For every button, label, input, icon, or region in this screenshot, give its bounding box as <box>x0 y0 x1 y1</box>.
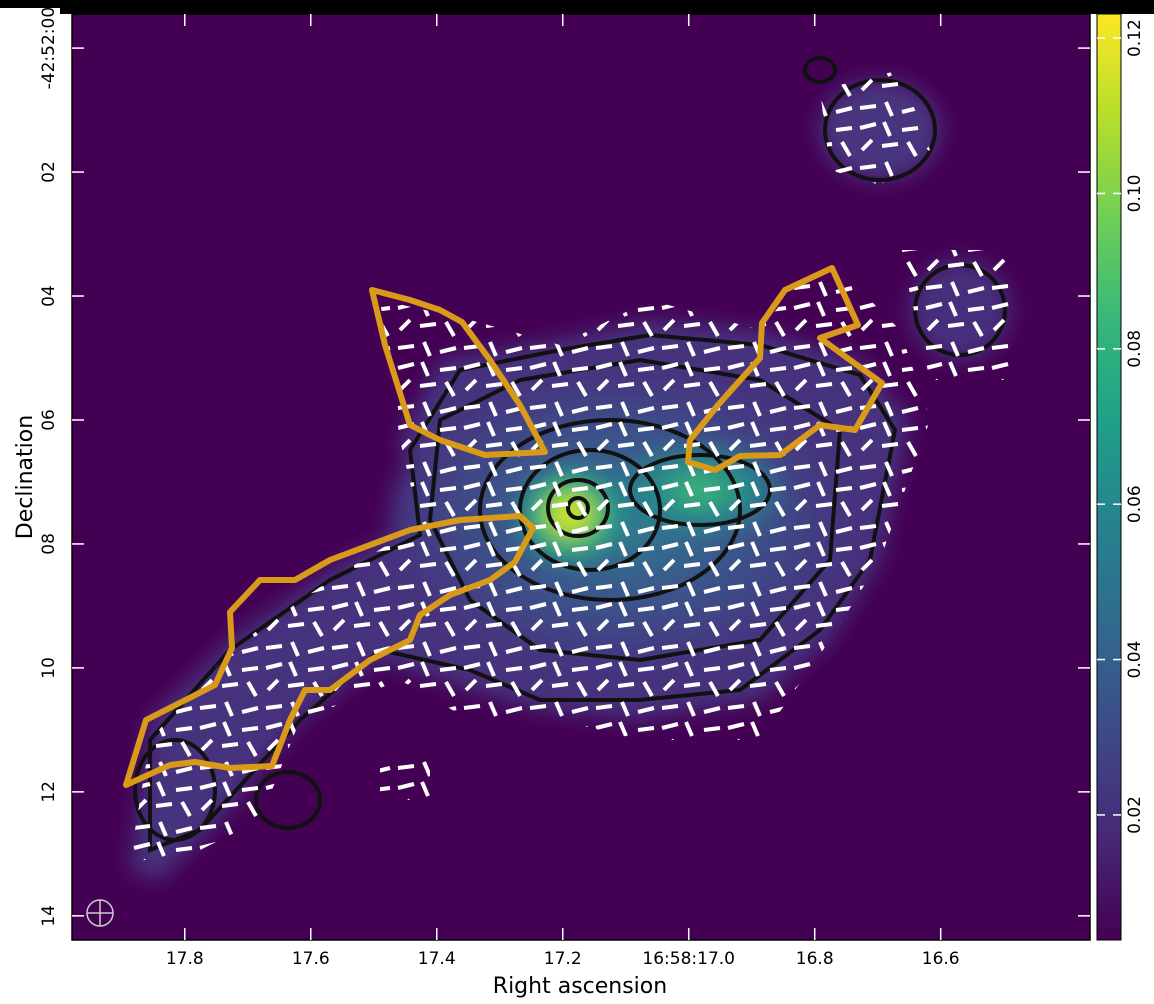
regions <box>123 265 885 788</box>
plot-frame <box>71 13 1091 941</box>
x-tick-label: 17.8 <box>166 949 204 969</box>
x-axis-label: Right ascension <box>493 974 667 999</box>
x-tick-label: 16.6 <box>922 949 960 969</box>
colorbar-tick-label: 0.08 <box>1125 330 1145 368</box>
y-tick-label: 10 <box>39 657 59 679</box>
colorbar-tick-label: 0.06 <box>1125 485 1145 523</box>
beam <box>86 899 114 927</box>
y-axis-label: Declination <box>13 415 38 539</box>
y-tick-label: 12 <box>39 781 59 803</box>
y-tick-label: 06 <box>39 409 59 431</box>
x-tick-label: 16.8 <box>796 949 834 969</box>
y-tick-label: 08 <box>39 533 59 555</box>
x-tick-label: 16:58:17.0 <box>642 949 735 969</box>
colorbar-tick-label: 0.10 <box>1125 175 1145 213</box>
x-tick-label: 17.2 <box>544 949 582 969</box>
x-tick-label: 17.6 <box>292 949 330 969</box>
colorbar-tick-label: 0.02 <box>1125 796 1145 834</box>
y-tick-label: -42:52:00 <box>39 7 59 90</box>
colorbar-tick-label: 0.04 <box>1125 641 1145 679</box>
x-tick-label: 17.4 <box>418 949 456 969</box>
y-tick-label: 14 <box>39 905 59 927</box>
y-tick-label: 02 <box>39 161 59 183</box>
y-tick-label: 04 <box>39 285 59 307</box>
colorbar-tick-label: 0.12 <box>1125 19 1145 57</box>
polarization-vectors <box>130 70 1010 860</box>
colorbar <box>1096 13 1122 941</box>
image <box>72 14 1090 940</box>
top-strip <box>60 0 1154 14</box>
